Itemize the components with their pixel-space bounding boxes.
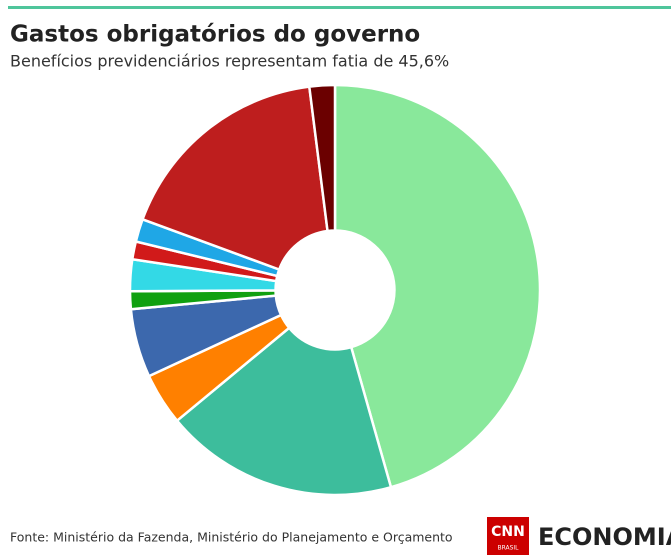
pie-slice [333, 83, 542, 489]
pie-slice [140, 85, 329, 272]
pie-slice [175, 326, 393, 497]
chart-title: Gastos obrigatórios do governo [10, 22, 420, 48]
cnn-brasil: BRASIL [497, 545, 519, 552]
source: Fonte: Ministério da Fazenda, Ministério… [10, 530, 453, 545]
pie [128, 83, 542, 497]
cnn-logo: CNN [491, 524, 525, 540]
chart-subtitle: Benefícios previdenciários representam f… [10, 52, 449, 71]
economia-logo: ECONOMIA [538, 523, 671, 551]
pie-slice [307, 83, 337, 233]
cnn-logo-box [487, 517, 529, 555]
top-rule [8, 6, 671, 9]
